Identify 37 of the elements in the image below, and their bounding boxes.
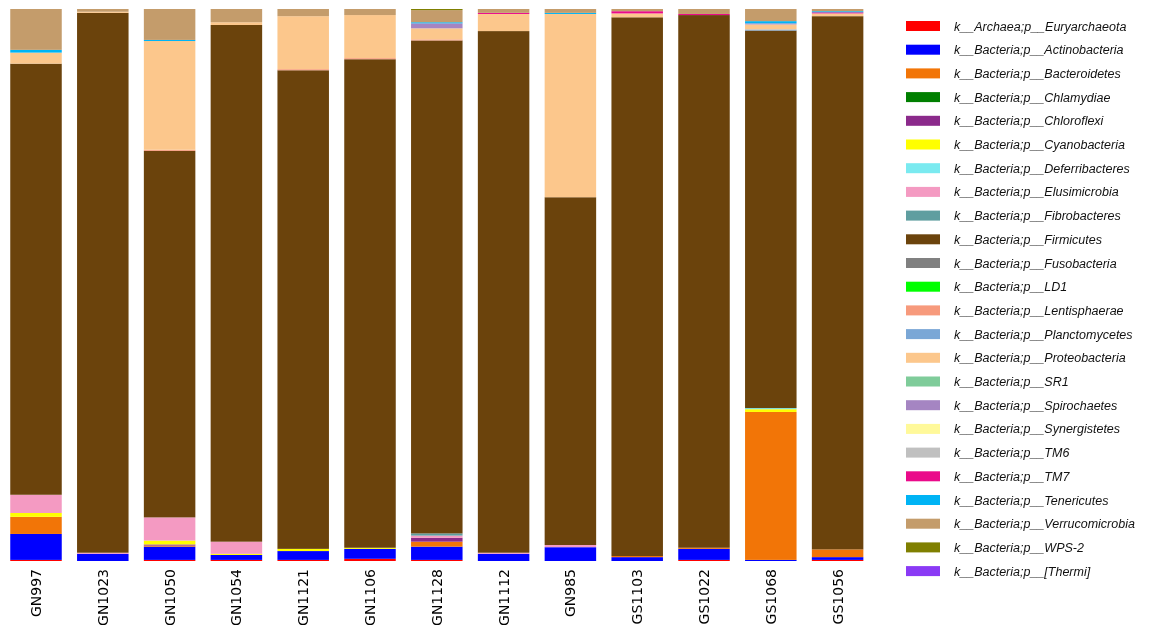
- legend-label: k__Bacteria;p__Fibrobacteres: [954, 209, 1121, 224]
- x-tick-label: GN1106: [362, 568, 378, 625]
- legend-label: k__Bacteria;p__[Thermi]: [954, 564, 1091, 579]
- legend-label: k__Bacteria;p__Bacteroidetes: [954, 66, 1121, 81]
- x-tick-label: GS1103: [629, 569, 646, 625]
- x-tick-label: GN1054: [228, 568, 245, 625]
- legend-label: k__Bacteria;p__Lentisphaerae: [954, 303, 1124, 318]
- x-tick-label: GN1050: [161, 569, 178, 625]
- x-tick-label: GS1068: [762, 569, 779, 625]
- legend-label: k__Bacteria;p__Cyanobacteria: [954, 138, 1125, 152]
- legend-label: k__Bacteria;p__Tenericutes: [954, 493, 1109, 508]
- legend-label: k__Bacteria;p__Planctomycetes: [954, 327, 1133, 342]
- legend-label: k__Bacteria;p__Spirochaetes: [954, 398, 1118, 413]
- x-tick-label: GN985: [562, 569, 579, 618]
- x-tick-label: GN1121: [295, 569, 312, 625]
- x-tick-label: GN1128: [428, 569, 445, 625]
- legend-label: k__Bacteria;p__Deferribacteres: [954, 161, 1130, 176]
- legend-label: k__Bacteria;p__LD1: [954, 280, 1068, 295]
- legend-label: k__Archaea;p__Euryarchaeota: [954, 19, 1127, 34]
- legend-label: k__Bacteria;p__Synergistetes: [954, 422, 1121, 437]
- x-tick-label: GS1022: [696, 569, 712, 625]
- x-tick-label: GN1112: [495, 569, 512, 625]
- legend-label: k__Bacteria;p__Chlamydiae: [954, 90, 1111, 105]
- legend-label: k__Bacteria;p__SR1: [954, 375, 1069, 389]
- legend-label: k__Bacteria;p__Chloroflexi: [954, 114, 1105, 129]
- legend-label: k__Bacteria;p__WPS-2: [954, 540, 1084, 555]
- x-tick-label: GN997: [28, 569, 44, 618]
- legend-label: k__Bacteria;p__Elusimicrobia: [954, 185, 1119, 200]
- legend-label: k__Bacteria;p__Verrucomicrobia: [954, 517, 1135, 532]
- x-tick-label: GN1023: [94, 569, 111, 625]
- x-tick-label: GS1056: [829, 568, 846, 625]
- legend-label: k__Bacteria;p__Firmicutes: [954, 232, 1102, 247]
- legend-label: k__Bacteria;p__Proteobacteria: [954, 351, 1126, 366]
- legend-label: k__Bacteria;p__TM7: [954, 469, 1071, 484]
- legend-label: k__Bacteria;p__TM6: [954, 446, 1070, 461]
- legend-label: k__Bacteria;p__Actinobacteria: [954, 43, 1124, 58]
- legend-label: k__Bacteria;p__Fusobacteria: [954, 256, 1117, 271]
